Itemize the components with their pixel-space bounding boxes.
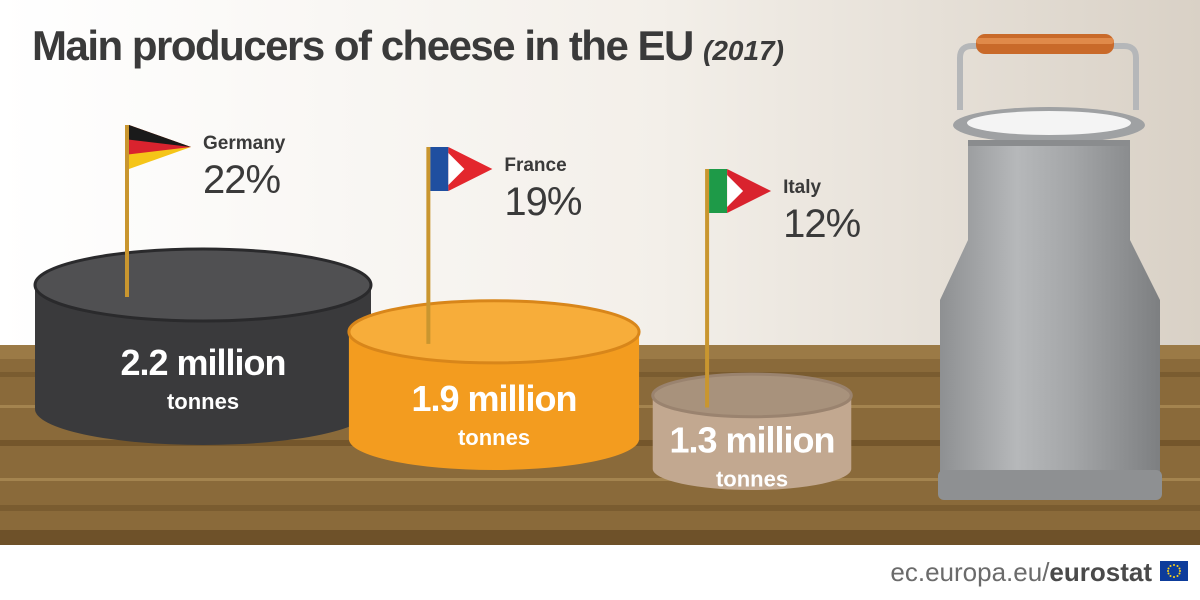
value-label-italy: 1.3 million [669,420,834,461]
value-label-germany: 2.2 million [120,342,285,383]
cheese-wheel-italy: Italy 12% 1.3 million tonnes [651,169,862,492]
footer-site: ec.europa.eu/ [890,557,1050,587]
bar-france [348,331,640,470]
title-text: Main producers of cheese in the EU [32,22,694,69]
share-label-germany: 22% [203,158,280,202]
country-label-italy: Italy [783,177,821,198]
share-label-italy: 12% [783,202,860,246]
unit-label-france: tonnes [458,425,530,450]
country-label-france: France [504,155,566,176]
france-flag-icon [426,147,493,344]
title-year: (2017) [703,35,784,66]
footer-brand: eurostat [1049,557,1152,587]
bar-italy [652,395,852,490]
cheese-wheel-germany: Germany 22% 2.2 million tonnes [33,125,373,445]
wheel-top-france [347,299,641,365]
page-title: Main producers of cheese in the EU (2017… [32,22,784,70]
wheel-top-germany [33,247,373,323]
country-label-germany: Germany [203,133,286,154]
bar-germany [35,285,371,445]
share-label-france: 19% [504,180,581,224]
italy-flag-icon [705,169,772,408]
germany-flag-icon [125,125,191,297]
wheel-top-italy [651,372,853,419]
milk-can-illustration [938,34,1162,500]
source-footer: ec.europa.eu/eurostat [890,557,1152,588]
value-label-france: 1.9 million [411,378,576,419]
unit-label-italy: tonnes [716,467,788,492]
unit-label-germany: tonnes [167,389,239,414]
eu-flag-icon [1160,561,1188,581]
cheese-wheel-france: France 19% 1.9 million tonnes [347,147,641,470]
cheese-chart: Germany 22% 2.2 million tonnes France 19% 1.9 … [33,125,862,492]
